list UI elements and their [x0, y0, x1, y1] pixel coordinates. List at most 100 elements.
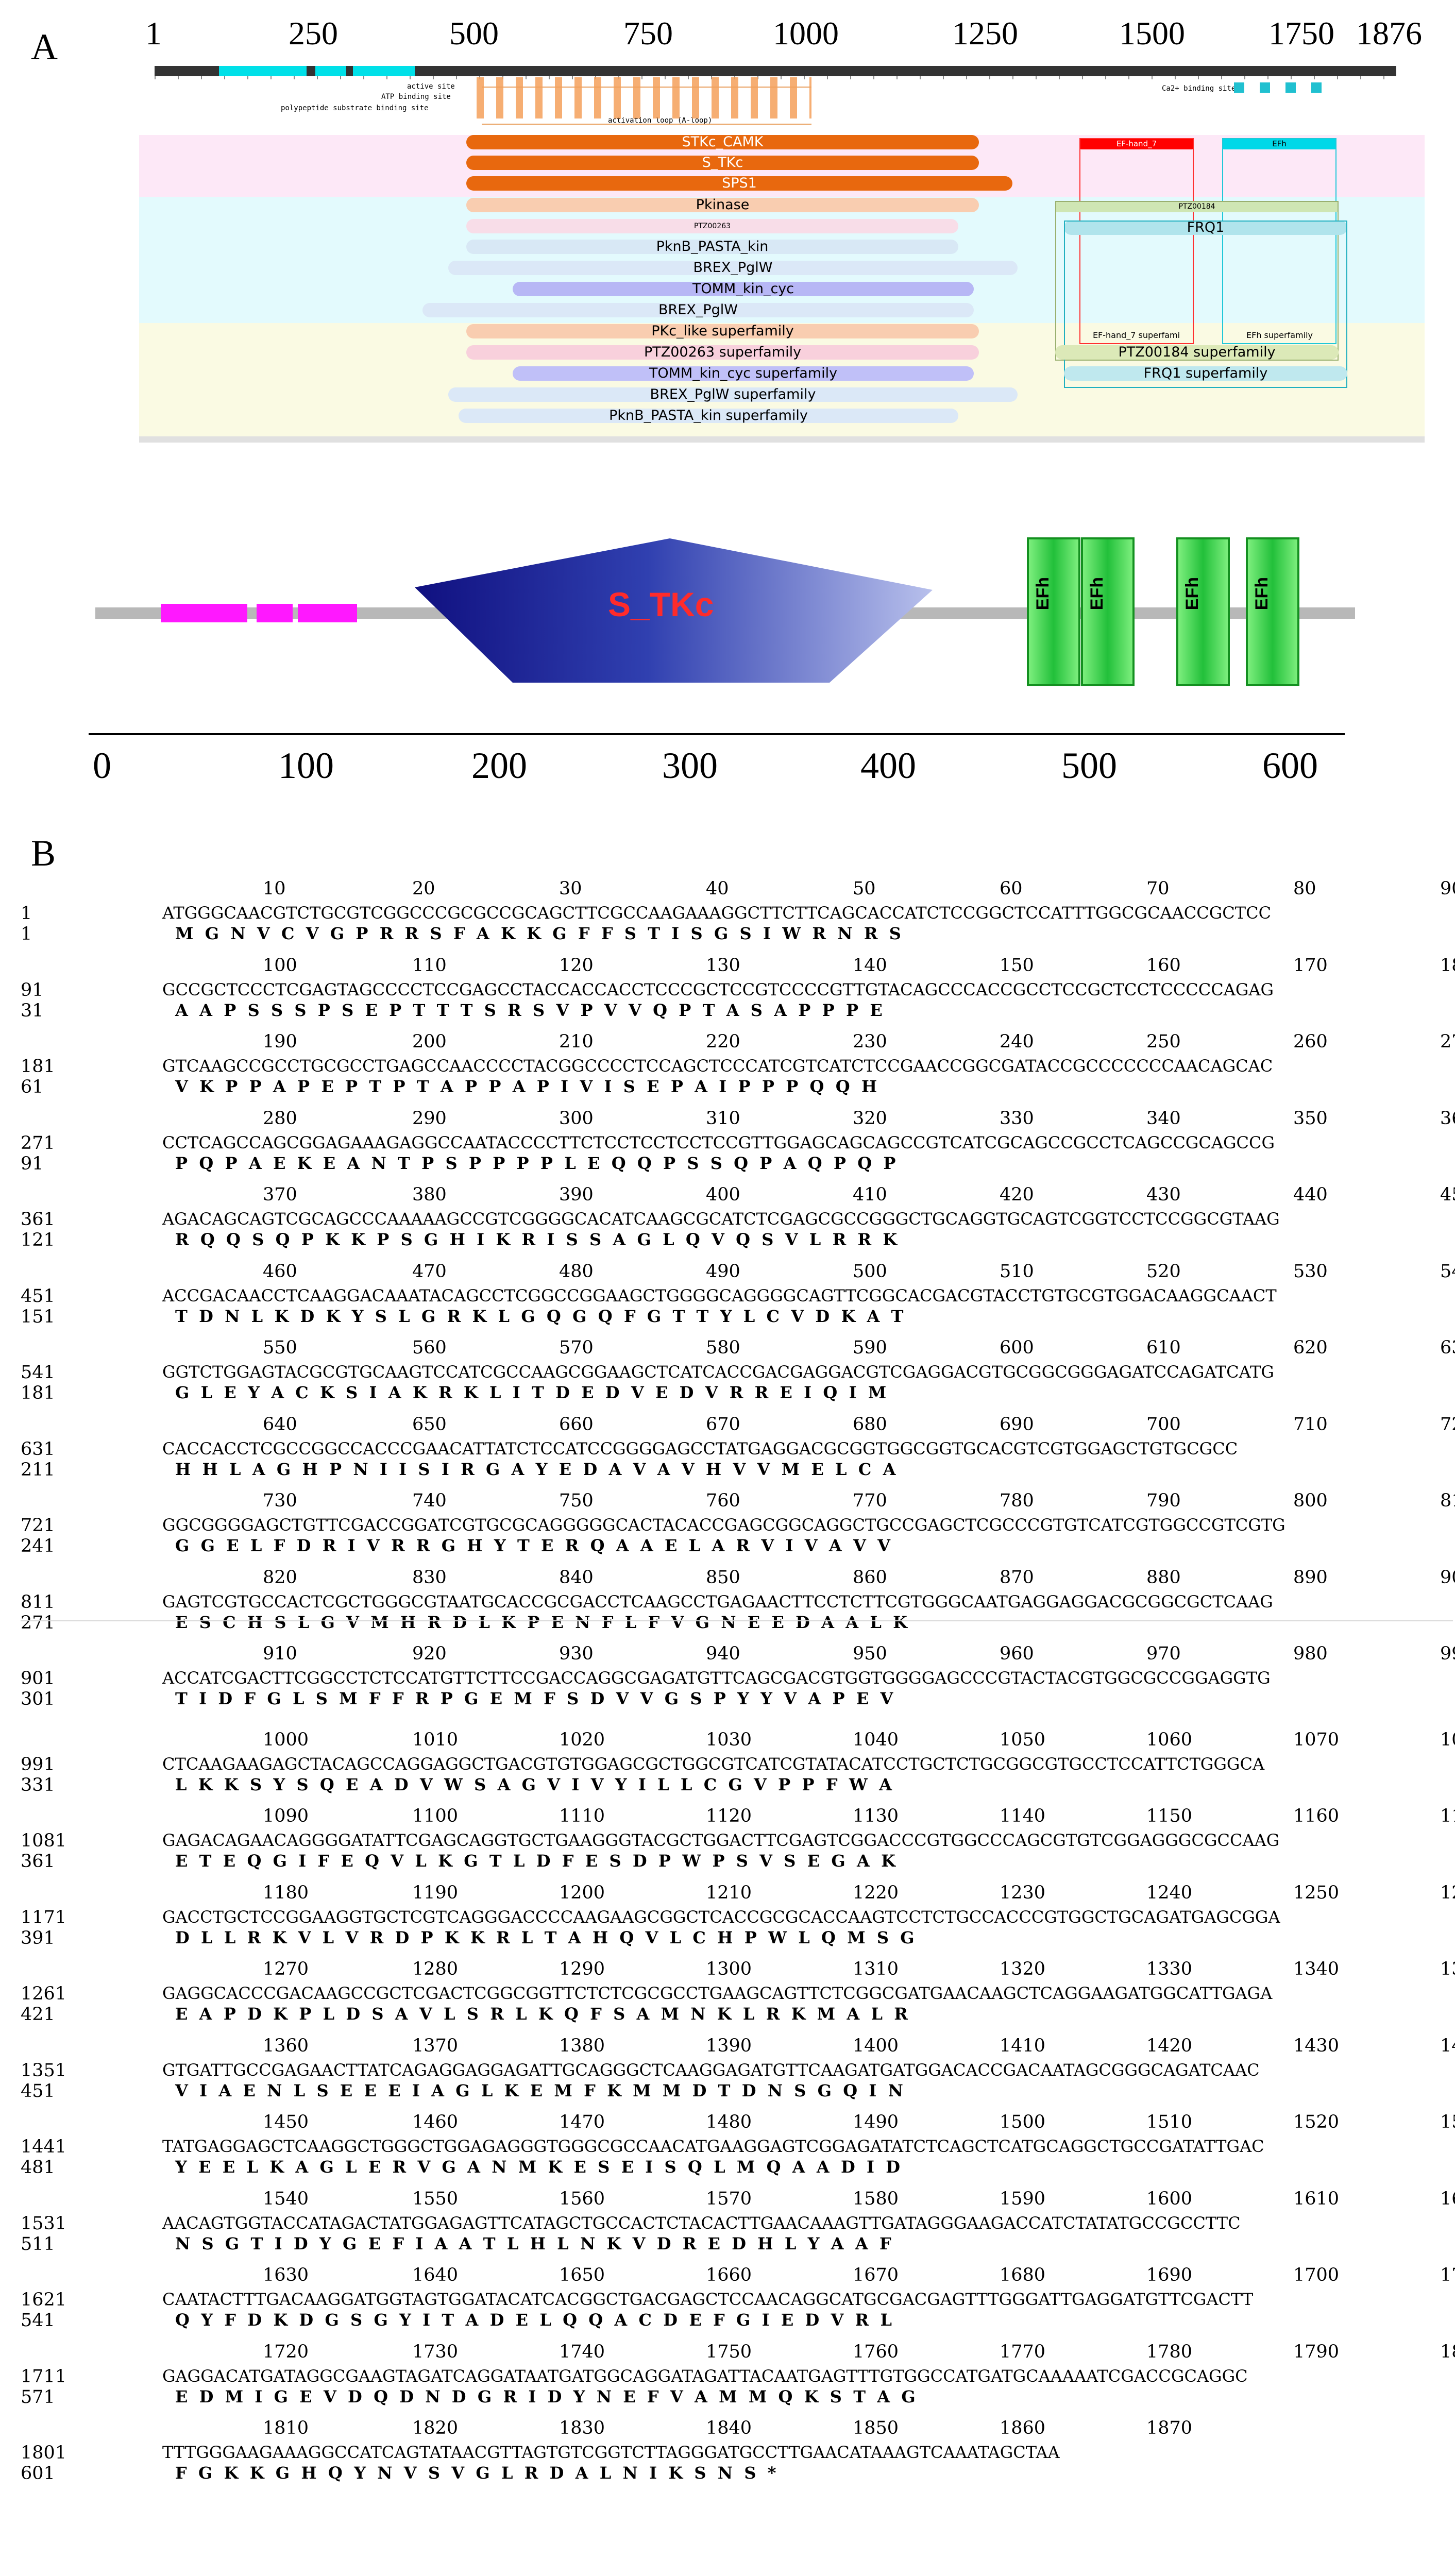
nucleotide-index: 631: [21, 1438, 55, 1460]
sequence-row: 640 650 660 670 680 690 700 710 720 631 CACCACCTCG…: [21, 1414, 1455, 1486]
track-frq1-sf[interactable]: FRQ1 superfamily: [1064, 366, 1347, 381]
tick-label: 720: [1440, 1414, 1455, 1435]
track-ptz00263-sf[interactable]: PTZ00263 superfamily: [466, 345, 979, 360]
tick-label: 1170: [1440, 1806, 1455, 1826]
tick-label: 140: [853, 955, 887, 976]
tick-label: 1810: [263, 2418, 309, 2438]
tick-label: 1270: [263, 1959, 309, 1979]
tick-label: 1390: [706, 2035, 752, 2056]
tick-label: 1130: [853, 1806, 899, 1826]
kinase-label: S_TKc: [608, 585, 714, 623]
nucleotide-sequence: GAGGACATGATAGGCGAAGTAGATCAGGATAATGATGGCA…: [162, 2366, 1248, 2386]
track-ptz00184-sf[interactable]: PTZ00184 superfamily: [1055, 345, 1339, 360]
kinase-tracks: STKc_CAMK S_TKc SPS1 Pkinase PTZ00263 Pk…: [0, 0, 1455, 464]
tick-label: 630: [1440, 1337, 1455, 1358]
sequence-row: 1810 1820 1830 1840 1850 1860 1870 1801 TTTGGGAA…: [21, 2418, 1453, 2490]
track-ptz00184[interactable]: PTZ00184: [1055, 201, 1339, 212]
amino-acid-sequence: F G K K G H Q Y N V S V G L R D A L N I …: [175, 2463, 776, 2483]
nucleotide-sequence: CAATACTTTGACAAGGATGGTAGTGGATACATCACGGCTG…: [162, 2290, 1254, 2309]
tick-label: 1820: [412, 2418, 459, 2438]
track-ef-hand-7[interactable]: EF-hand_7: [1079, 138, 1194, 149]
ptz00184-box: [1055, 201, 1339, 361]
tick-label: 660: [559, 1414, 594, 1435]
sequence-row: 10 20 30 40 50 60 70 80 90 1 ATGGGCAACGTCTGCGTCGGC…: [21, 878, 1455, 951]
sequence-row: 460 470 480 490 500 510 520 530 540 451 ACCGACAACC…: [21, 1261, 1455, 1333]
track-sps1[interactable]: SPS1: [466, 176, 1012, 191]
track-tomm-sf[interactable]: TOMM_kin_cyc superfamily: [513, 366, 974, 381]
tick-label: 1310: [853, 1959, 899, 1979]
track-ef-hand-7-sf[interactable]: EF-hand_7 superfami: [1092, 330, 1180, 340]
nucleotide-index: 1261: [21, 1984, 67, 2004]
track-brex-pglw[interactable]: BREX_PglW: [448, 261, 1018, 275]
nucleotide-index: 361: [21, 1209, 55, 1230]
tick-label: 1040: [853, 1729, 899, 1750]
tick-label: 1540: [263, 2188, 309, 2209]
track-pkinase[interactable]: Pkinase: [466, 198, 979, 212]
kinase-domain-shape: [415, 538, 933, 683]
tick-row: 550 560 570 580 590 600 610 620 630: [21, 1337, 1455, 1358]
tick-label: 1770: [1000, 2341, 1046, 2362]
track-brex-sf[interactable]: BREX_PglW superfamily: [448, 387, 1018, 402]
tick-label: 1000: [263, 1729, 309, 1750]
tick-row: 730 740 750 760 770 780 790 800 810: [21, 1490, 1455, 1511]
tick-label: 1090: [263, 1806, 309, 1826]
nucleotide-sequence: ACCATCGACTTCGGCCTCTCCATGTTCTTCCGACCAGGCG…: [162, 1668, 1271, 1688]
tick-label: 1110: [559, 1806, 605, 1826]
tick-label: 420: [1000, 1184, 1034, 1205]
site-label-atp: ATP binding site: [381, 93, 451, 101]
sequence-row: 1450 1460 1470 1480 1490 1500 1510 1520 1530 1441…: [21, 2112, 1455, 2184]
sequence-row: 820 830 840 850 860 870 880 890 900 811 GAGTCGTGCC…: [21, 1567, 1455, 1639]
nucleotide-index: 1441: [21, 2137, 67, 2157]
tick-label: 1220: [853, 1882, 899, 1903]
track-pknb-pasta[interactable]: PknB_PASTA_kin: [466, 240, 958, 254]
tick-row: 280 290 300 310 320 330 340 350 360: [21, 1108, 1455, 1129]
tick-label: 280: [263, 1108, 297, 1129]
track-efh[interactable]: EFh: [1222, 138, 1336, 149]
tick-label: 1360: [263, 2035, 309, 2056]
sequence-row: 100 110 120 130 140 150 160 170 180 91 GCCGCTCCCTC…: [21, 955, 1455, 1027]
nucleotide-index: 811: [21, 1591, 55, 1613]
tick-label: 440: [1293, 1184, 1328, 1205]
tick-label: 790: [1146, 1490, 1181, 1511]
nucleotide-sequence: GTGATTGCCGAGAACTTATCAGAGGAGGAGATTGCAGGGC…: [162, 2060, 1260, 2080]
amino-acid-sequence: V K P P A P E P T P T A P P A P I V I S …: [175, 1077, 877, 1096]
amino-acid-sequence: Y E E L K A G L E R V G A N M K E S E I …: [175, 2157, 900, 2177]
tick-label: 710: [1293, 1414, 1328, 1435]
tick-label: 1440: [1440, 2035, 1455, 2056]
track-tomm-kin-cyc[interactable]: TOMM_kin_cyc: [513, 282, 974, 296]
amino-acid-sequence: N S G T I D Y G E F I A A T L H L N K V …: [175, 2233, 891, 2253]
tick-label: 690: [1000, 1414, 1034, 1435]
tick-label: 1670: [853, 2265, 899, 2285]
axis-tick: 500: [1061, 745, 1117, 786]
tick-label: 580: [706, 1337, 740, 1358]
tick-label: 1160: [1293, 1806, 1340, 1826]
nucleotide-index: 1081: [21, 1831, 67, 1851]
track-ptz00263[interactable]: PTZ00263: [466, 219, 958, 233]
track-efh-sf[interactable]: EFh superfamily: [1246, 330, 1313, 340]
efh-domain-2: [1081, 537, 1135, 686]
ruler-tick: 1500: [1119, 15, 1185, 52]
tick-label: 550: [263, 1337, 297, 1358]
tick-row: 1270 1280 1290 1300 1310 1320 1330 1340 1350: [21, 1959, 1455, 1979]
tick-row: 1810 1820 1830 1840 1850 1860 1870: [21, 2418, 1453, 2438]
track-brex-pglw-2[interactable]: BREX_PglW: [422, 303, 974, 317]
track-pknb-sf[interactable]: PknB_PASTA_kin superfamily: [459, 409, 958, 423]
tick-label: 1720: [263, 2341, 309, 2362]
nucleotide-sequence: GACCTGCTCCGGAAGGTGCTCGTCAGGGACCCCAAGAAGC…: [162, 1907, 1280, 1927]
tick-label: 320: [853, 1108, 887, 1129]
band-bottom: [139, 436, 1425, 443]
track-pkc-like-sf[interactable]: PKc_like superfamily: [466, 324, 979, 338]
sequence-row: 1720 1730 1740 1750 1760 1770 1780 1790 1800 1711…: [21, 2341, 1455, 2414]
tick-label: 610: [1146, 1337, 1181, 1358]
tick-label: 100: [263, 955, 297, 976]
track-frq1[interactable]: FRQ1: [1064, 221, 1347, 235]
track-s-tkc[interactable]: S_TKc: [466, 156, 979, 170]
tick-label: 60: [1000, 878, 1023, 899]
tick-label: 1280: [412, 1959, 459, 1979]
tick-label: 920: [412, 1643, 447, 1664]
track-stkc-camk[interactable]: STKc_CAMK: [466, 135, 979, 149]
tick-label: 460: [263, 1261, 297, 1282]
tick-label: 1630: [263, 2265, 309, 2285]
nucleotide-sequence: GAGGCACCCGACAAGCCGCTCGACTCGGCGGTTCTCTCGC…: [162, 1984, 1273, 2003]
nucleotide-sequence: CCTCAGCCAGCGGAGAAAGAGGCCAATACCCCTTCTCCTC…: [162, 1132, 1275, 1153]
